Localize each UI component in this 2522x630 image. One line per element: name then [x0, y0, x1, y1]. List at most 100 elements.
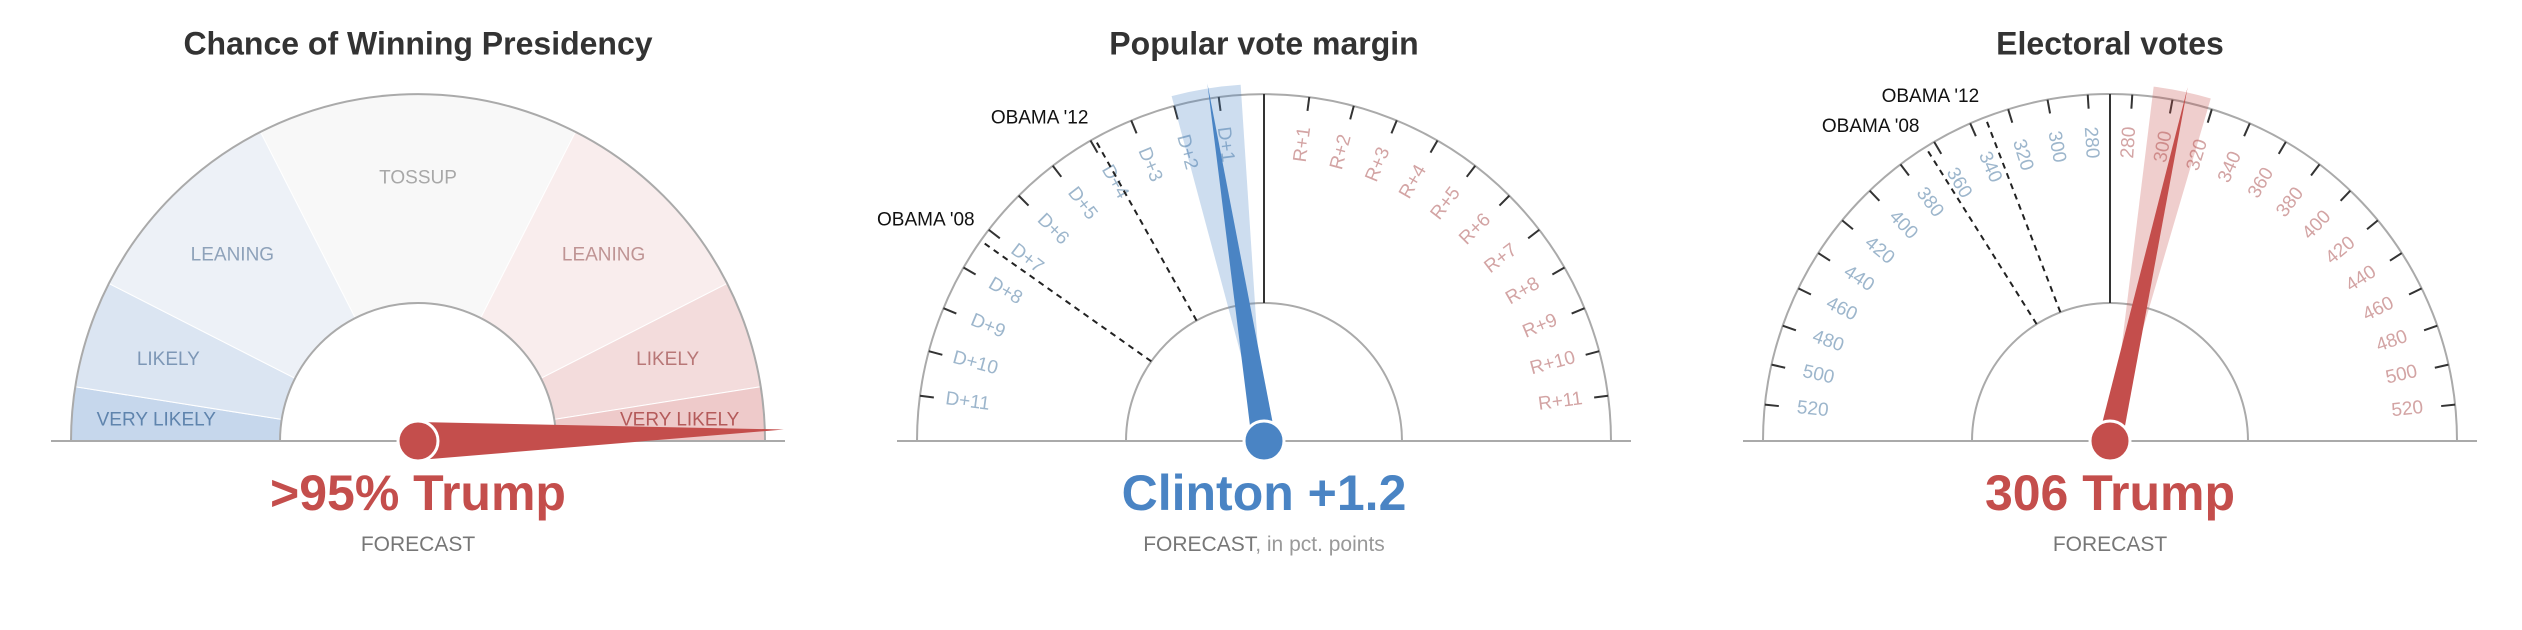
tick-label: D+4	[1097, 161, 1133, 203]
tick-label: 480	[1810, 326, 1847, 356]
tick-mark	[2130, 94, 2134, 109]
tick-mark	[2168, 99, 2174, 114]
caption-note: , in pct. points	[1255, 533, 1385, 556]
caption-main: FORECAST	[361, 533, 476, 556]
tick-label: D+3	[1134, 144, 1167, 185]
tick-mark	[2389, 252, 2403, 262]
needle	[2098, 87, 2188, 444]
tick-mark	[1306, 96, 1311, 111]
tick-label: D+9	[968, 310, 1009, 343]
zone-label: VERY LIKELY	[97, 409, 217, 430]
marker-label: OBAMA '08	[1822, 116, 1920, 137]
tick-label: 420	[1861, 232, 1899, 268]
tick-mark	[1498, 194, 1511, 207]
tick-mark	[962, 266, 977, 276]
tick-label: 360	[2244, 164, 2278, 202]
tick-mark	[1051, 165, 1063, 178]
tick-mark	[2339, 189, 2352, 202]
tick-mark	[2423, 324, 2438, 332]
tick-label: R+11	[1537, 388, 1584, 415]
tick-label: 400	[2298, 206, 2335, 243]
tick-mark	[2277, 141, 2287, 155]
tick-label: R+1	[1290, 126, 1315, 164]
tick-mark	[1130, 120, 1138, 134]
tick-label: 480	[2373, 326, 2410, 356]
tick-mark	[2408, 287, 2423, 296]
marker-line	[1093, 137, 1198, 322]
tick-label: 380	[2272, 183, 2308, 221]
tick-label: R+6	[1455, 209, 1495, 249]
tick-mark	[1868, 189, 1881, 202]
marker-label: OBAMA '12	[1882, 86, 1980, 107]
tick-mark	[2046, 99, 2052, 114]
tick-mark	[1899, 163, 1910, 177]
headline: Clinton +1.2	[1122, 465, 1407, 521]
tick-mark	[928, 350, 943, 356]
tick-label: 380	[1912, 183, 1948, 221]
tick-label: D+10	[950, 347, 1000, 379]
tick-label: D+6	[1033, 209, 1073, 249]
tick-mark	[1173, 105, 1179, 120]
gauge: Electoral votes5205004804604404204003803…	[1743, 25, 2477, 556]
tick-mark	[1771, 363, 1786, 369]
marker-line	[1924, 146, 2038, 325]
tick-mark	[1465, 165, 1477, 178]
inner-arc	[279, 302, 557, 442]
marker-label: OBAMA '08	[877, 210, 975, 231]
tick-label: 440	[1840, 261, 1878, 296]
zone-label: LEANING	[191, 244, 274, 265]
tick-label: D+8	[985, 273, 1026, 309]
tick-mark	[2243, 122, 2251, 137]
tick-label: R+8	[1502, 273, 1543, 309]
tick-mark	[919, 394, 934, 399]
needle	[1207, 83, 1276, 443]
needle-hub	[396, 419, 440, 463]
zone-label: TOSSUP	[379, 168, 457, 189]
tick-mark	[1782, 324, 1797, 332]
tick-label: 520	[2390, 397, 2424, 421]
tick-label: D+7	[1007, 239, 1048, 277]
tick-label: 520	[1796, 397, 1830, 421]
tick-mark	[1217, 96, 1222, 111]
gauge-title: Electoral votes	[1996, 25, 2224, 61]
tick-label: 300	[2043, 129, 2069, 164]
tick-label: 420	[2322, 232, 2360, 268]
tick-label: R+7	[1480, 239, 1521, 277]
gauge-title: Chance of Winning Presidency	[183, 25, 652, 61]
caption: FORECAST	[361, 533, 476, 556]
zone-label: VERY LIKELY	[620, 409, 740, 430]
tick-mark	[1429, 139, 1439, 154]
tick-mark	[1089, 139, 1099, 154]
caption: FORECAST	[2053, 533, 2168, 556]
tick-label: R+3	[1362, 144, 1395, 185]
needle-hub	[1242, 419, 1286, 463]
tick-mark	[1969, 122, 1977, 137]
tick-mark	[1933, 141, 1943, 155]
tick-mark	[943, 307, 957, 315]
tick-label: D+5	[1063, 183, 1101, 224]
tick-mark	[1817, 252, 1831, 262]
tick-label: 320	[2008, 137, 2037, 173]
tick-label: 500	[1801, 361, 1837, 388]
tick-mark	[2434, 363, 2449, 369]
zone-label: LIKELY	[137, 349, 200, 370]
tick-mark	[1585, 350, 1600, 356]
tick-label: 460	[1823, 293, 1861, 326]
gauge: Chance of Winning Presidency VERY LIKELY L…	[51, 25, 785, 556]
marker-label: OBAMA '12	[991, 107, 1089, 128]
tick-mark	[1390, 120, 1398, 134]
tick-label: D+11	[944, 388, 991, 415]
caption: FORECAST, in pct. points	[1143, 533, 1385, 556]
tick-mark	[2206, 108, 2213, 123]
tick-label: 440	[2342, 261, 2380, 296]
tick-mark	[1551, 266, 1566, 276]
gauge-title: Popular vote margin	[1109, 25, 1418, 61]
tick-mark	[2366, 219, 2379, 231]
tick-mark	[2007, 108, 2014, 123]
zone-label: LIKELY	[636, 349, 699, 370]
tick-label: 400	[1885, 206, 1922, 243]
tick-mark	[2086, 94, 2090, 109]
tick-mark	[1527, 228, 1540, 240]
